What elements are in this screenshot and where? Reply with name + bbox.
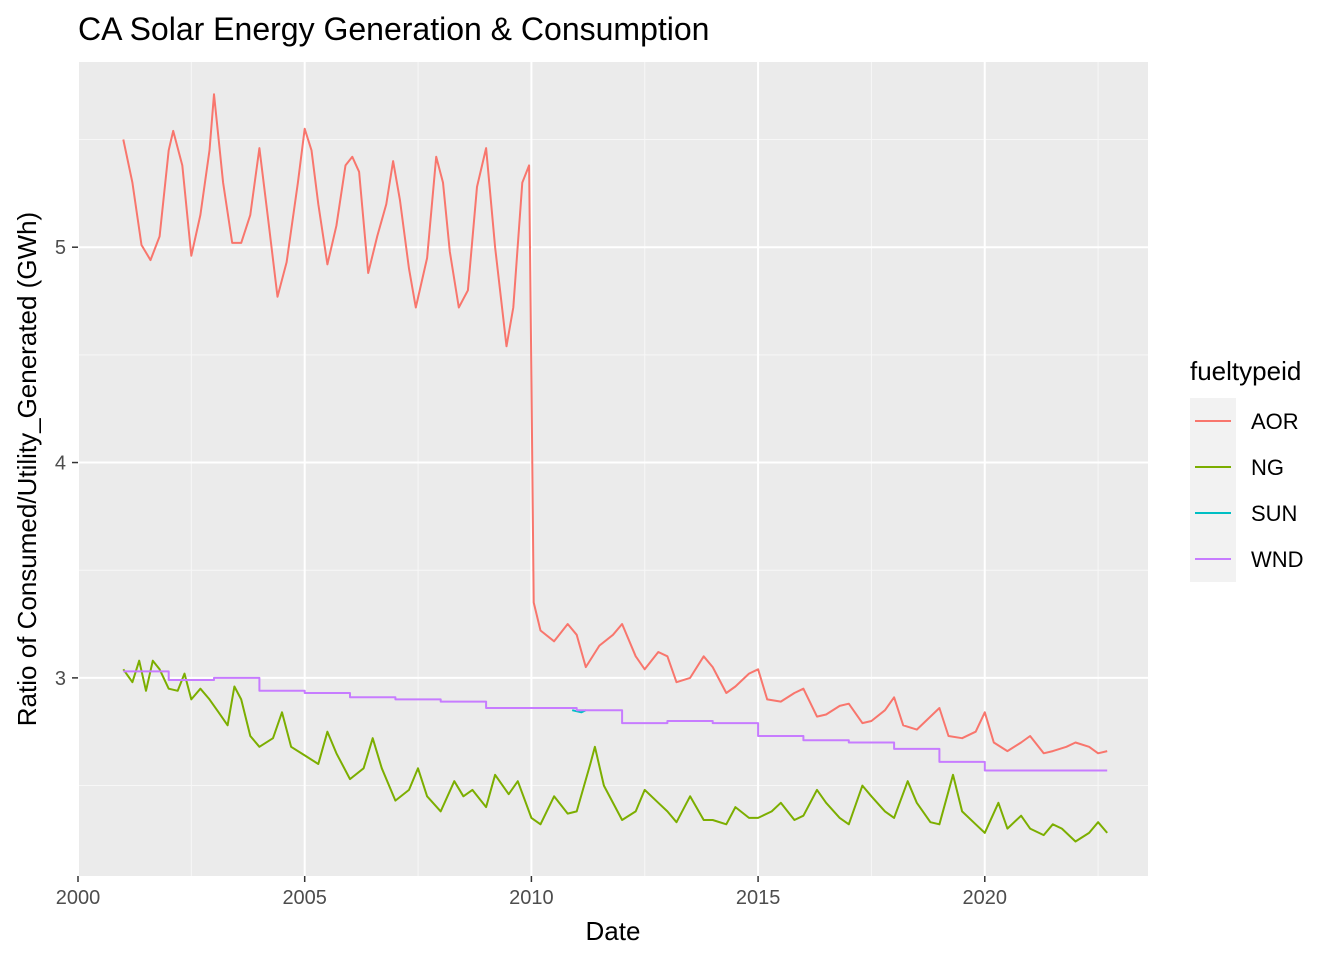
y-axis-title: Ratio of Consumed/Utility_Generated (GWh… bbox=[12, 212, 42, 726]
legend-items: AOR NG SUN WND bbox=[1190, 398, 1304, 582]
grid-minor bbox=[78, 62, 1148, 876]
series-line-ng bbox=[122, 659, 1108, 843]
y-tick-label: 3 bbox=[55, 668, 66, 690]
x-tick-label: 2005 bbox=[282, 887, 327, 909]
x-tick-label: 2000 bbox=[56, 887, 101, 909]
chart-title: CA Solar Energy Generation & Consumption bbox=[78, 11, 709, 47]
x-tick-label: 2015 bbox=[736, 887, 781, 909]
x-axis-title: Date bbox=[586, 916, 641, 946]
y-tick-label: 4 bbox=[55, 453, 66, 475]
y-tick-label: 5 bbox=[55, 237, 66, 259]
series-line-aor bbox=[122, 93, 1108, 755]
y-axis: 3 4 5 bbox=[55, 237, 78, 690]
legend-label-aor: AOR bbox=[1251, 409, 1299, 434]
series-line-wnd bbox=[123, 670, 1108, 772]
x-tick-label: 2020 bbox=[963, 887, 1008, 909]
legend-label-ng: NG bbox=[1251, 455, 1284, 480]
grid-major bbox=[77, 62, 1148, 876]
x-axis: 2000 2005 2010 2015 2020 bbox=[56, 876, 1007, 909]
legend-title: fueltypeid bbox=[1190, 356, 1301, 386]
series-layer bbox=[122, 93, 1108, 843]
plot-panel bbox=[78, 62, 1148, 876]
legend-label-sun: SUN bbox=[1251, 501, 1297, 526]
legend: fueltypeid AOR NG SUN WND bbox=[1190, 356, 1304, 582]
x-tick-label: 2010 bbox=[509, 887, 554, 909]
legend-label-wnd: WND bbox=[1251, 547, 1304, 572]
